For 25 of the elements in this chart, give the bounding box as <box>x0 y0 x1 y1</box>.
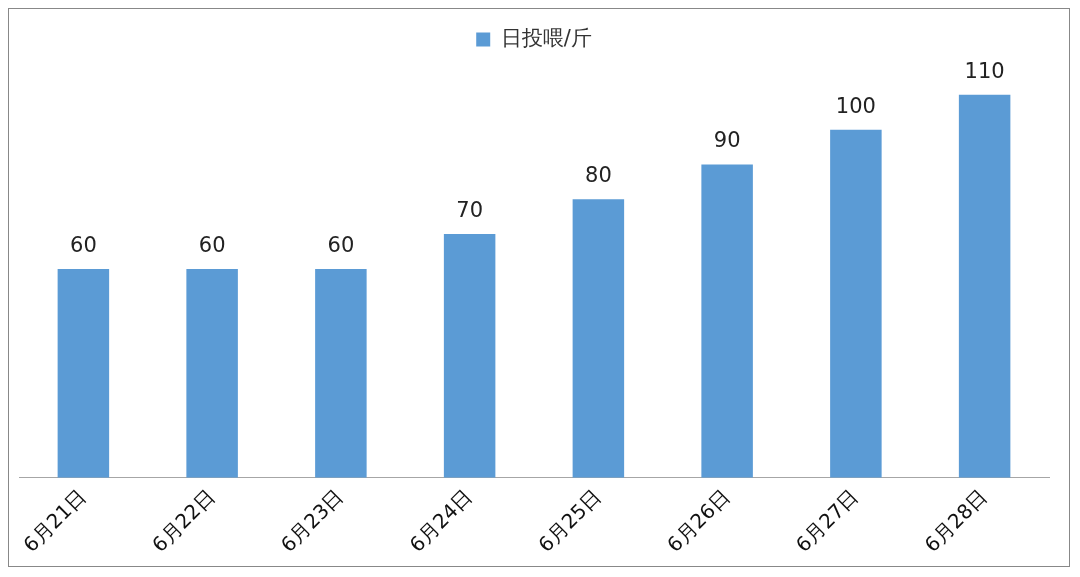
x-tick-label: 6月28日 <box>919 484 992 557</box>
data-label: 100 <box>835 93 876 118</box>
data-label: 60 <box>70 232 97 257</box>
data-label: 60 <box>327 232 355 257</box>
x-tick-label: 6月22日 <box>147 484 220 557</box>
data-label: 70 <box>456 198 483 223</box>
data-label: 60 <box>198 232 226 257</box>
x-tick-label: 6月23日 <box>275 484 349 557</box>
bar <box>572 199 625 478</box>
bar <box>315 268 367 478</box>
bar <box>443 234 496 478</box>
x-tick-label: 6月26日 <box>662 484 735 557</box>
x-tick-label: 6月21日 <box>18 484 91 557</box>
bar <box>57 268 110 478</box>
data-label: 90 <box>713 128 741 153</box>
data-label: 80 <box>585 163 612 188</box>
bar <box>701 164 753 478</box>
data-label: 110 <box>964 58 1005 83</box>
x-tick-label: 6月27日 <box>790 484 864 557</box>
x-tick-label: 6月25日 <box>533 484 606 557</box>
bar <box>958 94 1011 478</box>
legend-label: 日投喂/斤 <box>500 25 592 50</box>
bar <box>186 268 238 478</box>
x-tick-label: 6月24日 <box>404 484 477 557</box>
bar <box>830 129 882 478</box>
